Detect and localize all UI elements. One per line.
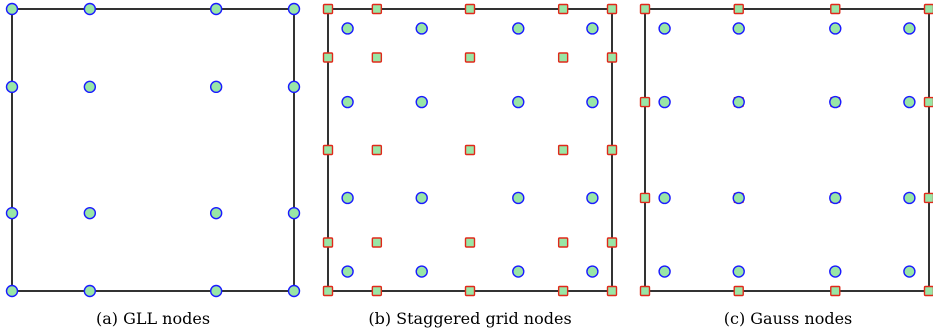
circle-node	[5, 206, 19, 220]
circle-node	[209, 284, 223, 298]
square-node	[606, 144, 618, 156]
circle-node	[209, 206, 223, 220]
circle-node	[287, 284, 301, 298]
circle-node	[732, 191, 745, 205]
circle-node	[903, 265, 916, 278]
square-node	[606, 3, 618, 15]
circle-node	[415, 265, 428, 278]
circle-node	[209, 2, 223, 16]
panel-staggered	[322, 3, 618, 297]
square-node	[464, 3, 476, 15]
circle-node	[83, 284, 97, 298]
circle-node	[658, 265, 671, 278]
square-node	[322, 144, 334, 156]
circle-node	[829, 265, 842, 278]
square-node	[322, 237, 334, 248]
square-node	[923, 3, 933, 15]
square-node	[606, 52, 618, 63]
square-node	[606, 285, 618, 297]
square-node	[557, 144, 569, 156]
circle-node	[732, 265, 745, 278]
circle-node	[341, 95, 354, 109]
circle-node	[732, 22, 745, 35]
circle-node	[586, 191, 599, 205]
circle-node	[5, 80, 19, 94]
circle-node	[903, 22, 916, 35]
square-node	[733, 3, 744, 15]
circle-node	[512, 265, 525, 278]
element-boundary	[11, 8, 295, 292]
circle-node	[512, 95, 525, 109]
square-node	[639, 96, 651, 108]
circle-node	[415, 22, 428, 35]
circle-node	[5, 284, 19, 298]
square-node	[371, 3, 383, 15]
square-node	[322, 285, 334, 297]
circle-node	[658, 191, 671, 205]
circle-node	[512, 22, 525, 35]
circle-node	[586, 95, 599, 109]
circle-node	[658, 95, 671, 109]
circle-node	[829, 95, 842, 109]
circle-node	[903, 95, 916, 109]
square-node	[639, 285, 651, 297]
circle-node	[829, 22, 842, 35]
caption-gll: (a) GLL nodes	[95, 309, 211, 328]
square-node	[557, 52, 569, 63]
circle-node	[341, 265, 354, 278]
square-node	[557, 3, 569, 15]
square-node	[923, 192, 933, 204]
circle-node	[5, 2, 19, 16]
circle-node	[512, 191, 525, 205]
square-node	[371, 237, 383, 248]
circle-node	[287, 80, 301, 94]
square-node	[639, 3, 651, 15]
square-node	[557, 285, 569, 297]
caption-gauss: (c) Gauss nodes	[723, 309, 853, 328]
square-node	[557, 237, 569, 248]
square-node	[464, 237, 476, 248]
square-node	[322, 3, 334, 15]
caption-staggered: (b) Staggered grid nodes	[368, 309, 572, 328]
square-node	[830, 3, 841, 15]
circle-node	[415, 95, 428, 109]
circle-node	[732, 95, 745, 109]
square-node	[606, 237, 618, 248]
square-node	[371, 144, 383, 156]
circle-node	[287, 206, 301, 220]
circle-node	[83, 206, 97, 220]
square-node	[464, 52, 476, 63]
circle-node	[415, 191, 428, 205]
square-node	[371, 52, 383, 63]
circle-node	[658, 22, 671, 35]
square-node	[830, 285, 841, 297]
square-node	[923, 96, 933, 108]
circle-node	[829, 191, 842, 205]
circle-node	[586, 22, 599, 35]
square-node	[923, 285, 933, 297]
circle-node	[287, 2, 301, 16]
circle-node	[903, 191, 916, 205]
square-node	[322, 52, 334, 63]
square-node	[733, 285, 744, 297]
circle-node	[83, 80, 97, 94]
square-node	[464, 285, 476, 297]
circle-node	[209, 80, 223, 94]
panel-gll	[5, 2, 301, 298]
circle-node	[83, 2, 97, 16]
panel-gauss	[639, 3, 933, 297]
circle-node	[341, 22, 354, 35]
element-boundary	[644, 8, 930, 292]
square-node	[639, 192, 651, 204]
circle-node	[341, 191, 354, 205]
circle-node	[586, 265, 599, 278]
square-node	[464, 144, 476, 156]
square-node	[371, 285, 383, 297]
